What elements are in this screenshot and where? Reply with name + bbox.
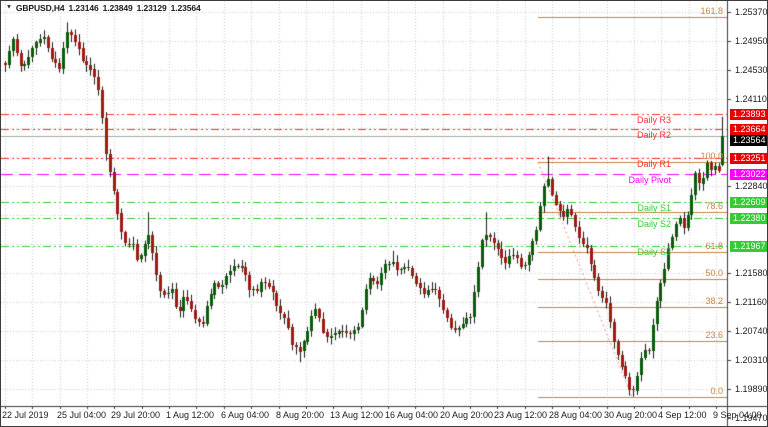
chart-canvas[interactable] (1, 1, 767, 426)
chart-window: ▼ GBPUSD,H4 1.23146 1.23849 1.23129 1.23… (0, 0, 768, 427)
